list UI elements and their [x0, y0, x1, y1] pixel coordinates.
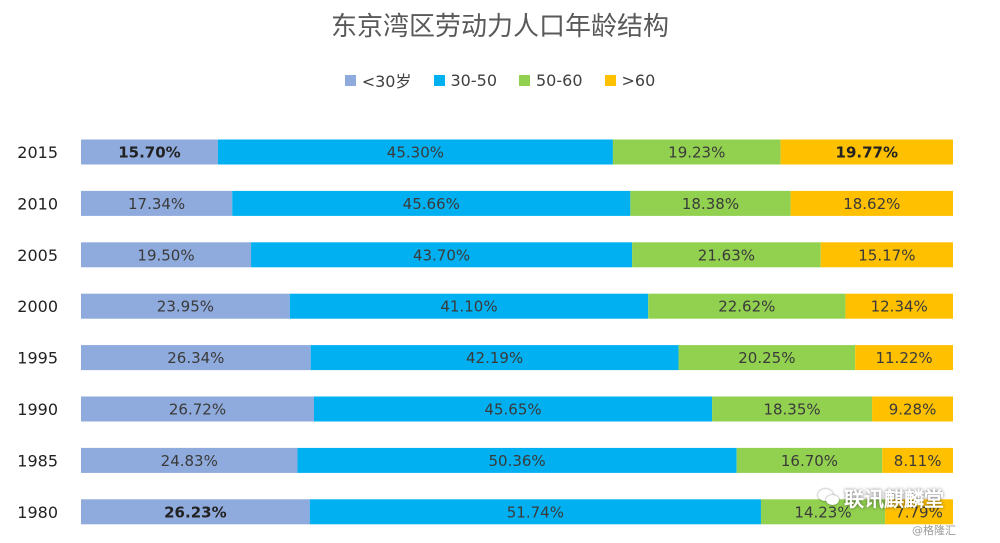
data-label-1995-over60: 11.22%	[875, 349, 932, 367]
data-label-2005-under30: 19.50%	[137, 246, 194, 264]
bar-segment-2015-50-60	[612, 139, 781, 165]
bar-segment-2005-50-60	[632, 242, 821, 268]
data-label-1990-30-50: 45.65%	[484, 401, 541, 419]
bar-segment-2010-over60	[790, 190, 953, 216]
bar-segment-2000-30-50	[289, 293, 649, 319]
bar-segment-1980-under30	[81, 499, 310, 525]
data-label-1985-over60: 8.11%	[894, 452, 942, 470]
legend-item-30-50: 30-50	[433, 68, 498, 92]
watermark-text: 联讯麒麟堂	[844, 487, 944, 511]
year-label-1980: 1980	[17, 503, 58, 522]
year-label-1985: 1985	[17, 451, 58, 470]
data-label-1990-50-60: 18.35%	[763, 401, 820, 419]
legend-item-under30: <30岁	[344, 68, 412, 92]
bar-segment-2000-over60	[845, 293, 953, 319]
bar-segment-2000-under30	[81, 293, 290, 319]
legend-swatch-over60	[604, 74, 616, 86]
bar-segment-1980-50-60	[760, 499, 886, 525]
data-label-1995-under30: 26.34%	[167, 349, 224, 367]
data-label-1990-over60: 9.28%	[889, 401, 937, 419]
bar-segment-2010-under30	[81, 190, 233, 216]
data-label-1980-50-60: 14.23%	[794, 503, 851, 521]
data-label-2005-50-60: 21.63%	[698, 246, 755, 264]
data-label-1985-50-60: 16.70%	[781, 452, 838, 470]
bar-segment-2010-30-50	[232, 190, 631, 216]
data-label-2010-30-50: 45.66%	[403, 195, 460, 213]
bar-segment-1980-30-50	[309, 499, 761, 525]
year-label-2005: 2005	[17, 246, 58, 265]
data-label-1985-30-50: 50.36%	[488, 452, 545, 470]
year-label-2015: 2015	[17, 143, 58, 162]
bar-segment-2005-over60	[820, 242, 953, 268]
data-label-2015-30-50: 45.30%	[387, 144, 444, 162]
bar-segment-1990-30-50	[314, 396, 713, 422]
bar-segment-1980-over60	[885, 499, 953, 525]
data-label-2005-30-50: 43.70%	[413, 246, 470, 264]
watermark: 联讯麒麟堂	[818, 483, 944, 512]
legend-label-under30: <30岁	[361, 72, 412, 91]
bar-segment-1990-over60	[872, 396, 953, 422]
data-label-2000-50-60: 22.62%	[718, 298, 775, 316]
year-label-1990: 1990	[17, 400, 58, 419]
bar-segment-2010-50-60	[630, 190, 791, 216]
data-label-1995-30-50: 42.19%	[466, 349, 523, 367]
year-label-2000: 2000	[17, 297, 58, 316]
data-label-1980-under30: 26.23%	[164, 503, 226, 521]
bar-segment-1985-50-60	[736, 447, 883, 473]
legend-label-over60: >60	[621, 70, 656, 90]
data-label-2010-50-60: 18.38%	[682, 195, 739, 213]
bar-segment-1995-over60	[855, 345, 953, 371]
data-label-2000-over60: 12.34%	[871, 298, 928, 316]
bar-segment-1985-under30	[81, 447, 298, 473]
data-label-1985-under30: 24.83%	[161, 452, 218, 470]
data-label-2000-under30: 23.95%	[157, 298, 214, 316]
year-label-2010: 2010	[17, 194, 58, 213]
bar-segment-2015-30-50	[217, 139, 613, 165]
bar-segment-1990-50-60	[712, 396, 873, 422]
data-label-2010-under30: 17.34%	[128, 195, 185, 213]
legend-item-50-60: 50-60	[519, 68, 583, 92]
data-label-2015-over60: 19.77%	[836, 144, 898, 162]
bar-segment-1985-30-50	[297, 447, 737, 473]
data-label-1990-under30: 26.72%	[169, 401, 226, 419]
data-label-2015-under30: 15.70%	[118, 144, 180, 162]
bar-segment-1985-over60	[882, 447, 953, 473]
legend-item-over60: >60	[604, 68, 656, 92]
bar-segment-2005-under30	[81, 242, 252, 268]
bar-segment-1995-30-50	[310, 345, 679, 371]
source-note: @格隆汇	[912, 524, 956, 537]
bar-segment-2005-30-50	[251, 242, 633, 268]
legend-swatch-30-50	[433, 74, 445, 86]
chart-title: 东京湾区劳动力人口年龄结构	[330, 12, 669, 42]
bar-segment-2015-under30	[81, 139, 218, 165]
bar-segment-1995-50-60	[678, 345, 856, 371]
bar-segment-1995-under30	[81, 345, 311, 371]
data-label-2005-over60: 15.17%	[858, 246, 915, 264]
data-label-1980-30-50: 51.74%	[507, 503, 564, 521]
bar-segment-1990-under30	[81, 396, 314, 422]
data-label-1980-over60: 7.79%	[895, 503, 943, 521]
data-label-2000-30-50: 41.10%	[440, 298, 497, 316]
legend-swatch-under30	[344, 74, 356, 86]
year-label-1995: 1995	[17, 349, 58, 368]
data-label-1995-50-60: 20.25%	[738, 349, 795, 367]
bar-segment-2000-50-60	[648, 293, 846, 319]
legend-label-50-60: 50-60	[536, 70, 583, 90]
bar-segment-2015-over60	[780, 139, 953, 165]
legend: <30岁 30-50 50-60 >60	[0, 68, 1000, 92]
legend-swatch-50-60	[519, 74, 530, 86]
wechat-icon	[818, 488, 840, 507]
data-label-2015-50-60: 19.23%	[668, 144, 725, 162]
legend-label-30-50: 30-50	[450, 70, 498, 90]
data-label-2010-over60: 18.62%	[843, 195, 900, 213]
